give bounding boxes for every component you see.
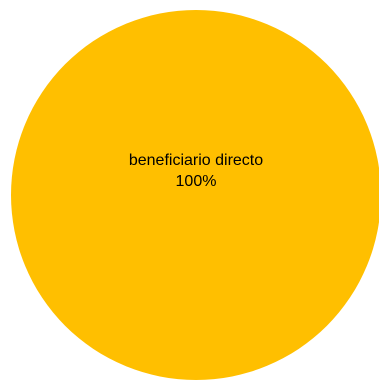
pie-slice xyxy=(11,10,379,380)
slices-layer xyxy=(11,10,379,380)
labels-layer: beneficiario directo 100% xyxy=(129,152,263,190)
slice-category-label: beneficiario directo xyxy=(129,152,263,169)
slice-value-label: 100% xyxy=(176,173,217,190)
